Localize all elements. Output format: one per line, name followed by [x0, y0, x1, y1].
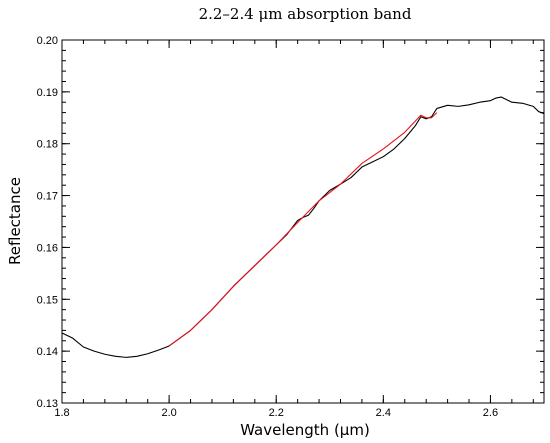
y-tick-label: 0.15	[37, 294, 58, 306]
y-tick-label: 0.19	[37, 87, 58, 99]
plot-frame	[61, 39, 545, 404]
x-tick-label: 1.8	[54, 407, 69, 419]
x-axis-label: Wavelength (μm)	[240, 421, 370, 439]
axis-ticks: 1.8 2.0 2.2 2.4 2.6 0.13 0.14 0.15 0.16 0.17 0.18 0…	[37, 35, 544, 419]
y-tick-label: 0.14	[37, 346, 58, 358]
x-tick-label: 2.0	[161, 407, 176, 419]
y-tick-label: 0.13	[37, 398, 58, 410]
fit-line-red	[168, 112, 438, 347]
y-tick-label: 0.17	[37, 191, 58, 203]
x-tick-label: 2.2	[269, 407, 284, 419]
x-tick-label: 2.4	[376, 407, 391, 419]
spectrum-line-black	[61, 96, 545, 358]
y-axis-label: Reflectance	[6, 177, 24, 265]
x-tick-label: 2.6	[483, 407, 498, 419]
plot-area	[61, 96, 545, 358]
y-tick-label: 0.20	[37, 35, 58, 47]
y-tick-label: 0.16	[37, 242, 58, 254]
y-tick-label: 0.18	[37, 139, 58, 151]
chart-title: 2.2–2.4 μm absorption band	[199, 5, 412, 23]
